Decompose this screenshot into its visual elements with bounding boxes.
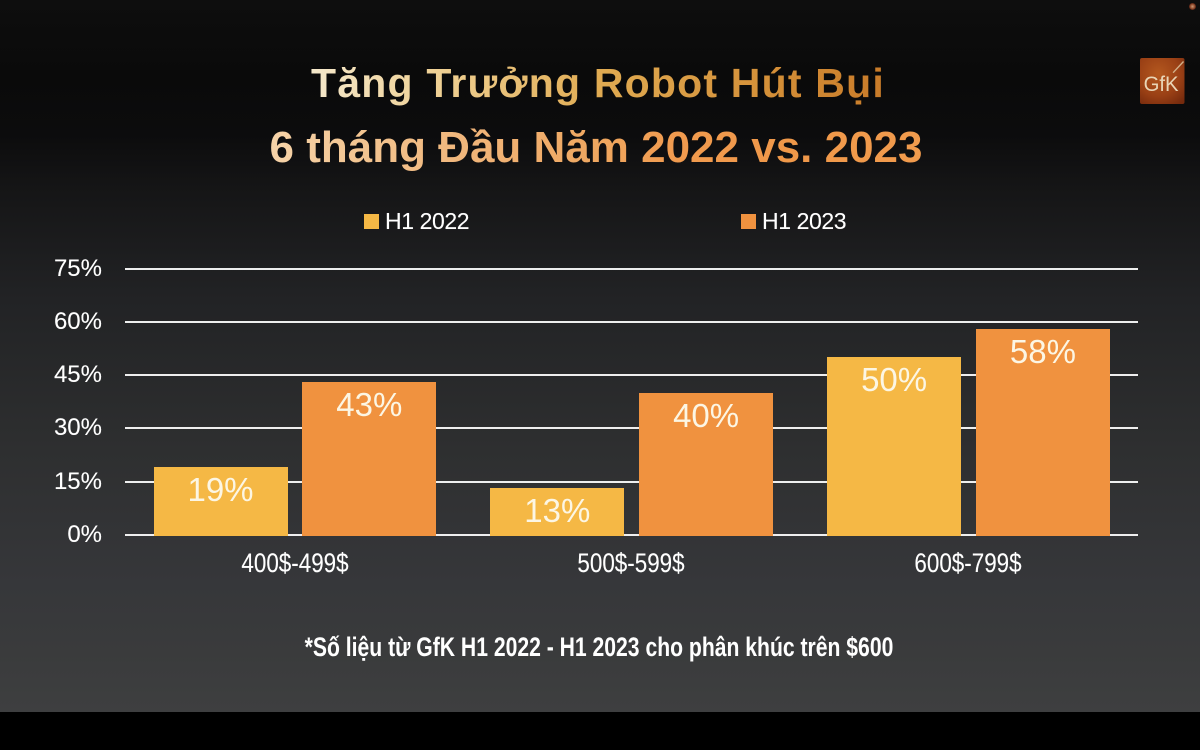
svg-text:GfK: GfK [1144,73,1179,96]
